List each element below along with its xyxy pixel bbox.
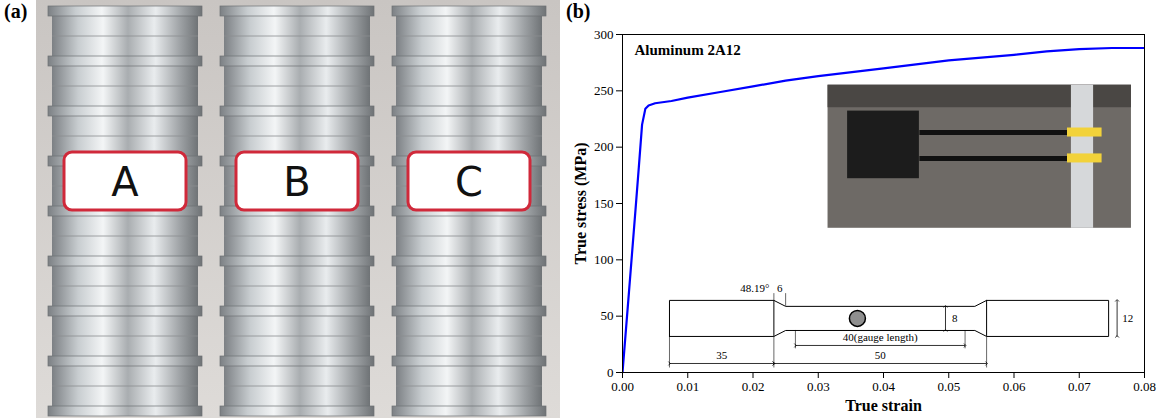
svg-text:0.05: 0.05 — [937, 379, 960, 394]
svg-text:True strain: True strain — [845, 397, 922, 414]
svg-text:8: 8 — [952, 312, 958, 324]
svg-text:0.01: 0.01 — [676, 379, 699, 394]
svg-text:0.08: 0.08 — [1133, 379, 1156, 394]
svg-text:True stress (MPa): True stress (MPa) — [572, 142, 590, 264]
svg-text:35: 35 — [716, 349, 728, 361]
html-text:(a): (a) — [4, 0, 28, 22]
svg-text:0: 0 — [607, 365, 614, 380]
html-text:(b): (b) — [566, 0, 591, 22]
svg-text:0.04: 0.04 — [872, 379, 895, 394]
svg-text:Aluminum 2A12: Aluminum 2A12 — [635, 42, 741, 58]
svg-text:50: 50 — [601, 308, 614, 323]
svg-text:B: B — [283, 159, 310, 205]
svg-text:40(gauge length): 40(gauge length) — [843, 331, 918, 344]
svg-text:A: A — [111, 159, 139, 205]
svg-text:6: 6 — [777, 282, 783, 294]
svg-text:0.02: 0.02 — [742, 379, 765, 394]
svg-text:200: 200 — [594, 139, 614, 154]
svg-text:0.03: 0.03 — [807, 379, 830, 394]
svg-text:100: 100 — [594, 252, 614, 267]
svg-text:48.19°: 48.19° — [740, 282, 769, 294]
svg-text:0.00: 0.00 — [611, 379, 634, 394]
svg-text:0.07: 0.07 — [1068, 379, 1091, 394]
svg-text:12: 12 — [1122, 312, 1133, 324]
svg-text:0.06: 0.06 — [1003, 379, 1026, 394]
svg-text:250: 250 — [594, 83, 614, 98]
svg-text:150: 150 — [594, 196, 614, 211]
svg-text:C: C — [455, 159, 483, 205]
svg-text:300: 300 — [594, 27, 614, 42]
svg-text:50: 50 — [875, 349, 887, 361]
